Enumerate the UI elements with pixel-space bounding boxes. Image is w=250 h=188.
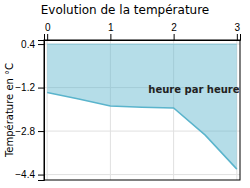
x-tick: 3	[235, 22, 241, 40]
y-tick: 0.4	[21, 39, 44, 50]
y-tick: −2.8	[15, 126, 44, 137]
x-tick: 2	[171, 22, 177, 40]
y-axis-title: Température en °C	[4, 63, 15, 158]
y-tick-mark	[38, 44, 44, 45]
x-tick-label: 2	[171, 22, 177, 33]
chart: 0 1 2 3 0.4 −1.2 −2.8 −4.4 Evolution de la tempé…	[0, 0, 250, 188]
annotation: heure par heure	[148, 84, 239, 95]
x-tick-mark	[237, 34, 238, 40]
y-tick-label: −1.2	[15, 82, 35, 93]
x-axis-line	[45, 34, 241, 41]
x-tick-label: 3	[235, 22, 241, 33]
y-axis: 0.4 −1.2 −2.8 −4.4	[15, 39, 44, 181]
y-tick-label: −2.8	[15, 126, 35, 137]
y-tick-label: −4.4	[15, 169, 35, 180]
x-tick-mark	[47, 34, 48, 40]
grid-line-y	[44, 174, 240, 175]
x-tick: 1	[108, 22, 114, 40]
y-tick-mark	[38, 131, 44, 132]
x-tick: 0	[45, 22, 51, 40]
x-tick-label: 0	[45, 22, 51, 33]
y-tick: −4.4	[15, 169, 44, 180]
plot-frame	[44, 40, 240, 180]
area-top	[47, 44, 237, 45]
x-tick-label: 1	[108, 22, 114, 33]
y-tick-mark	[38, 88, 44, 89]
x-axis: 0 1 2 3	[45, 22, 241, 41]
grid	[44, 40, 240, 180]
y-tick-mark	[38, 175, 44, 176]
title: Evolution de la température	[41, 3, 210, 17]
grid-line-y	[44, 44, 240, 45]
x-tick-mark	[174, 34, 175, 40]
y-tick-label: 0.4	[21, 39, 35, 50]
y-tick: −1.2	[15, 82, 44, 93]
plot-area	[47, 44, 237, 169]
y-axis-line	[38, 41, 45, 181]
area	[47, 44, 237, 169]
line	[47, 92, 237, 169]
x-tick-mark	[110, 34, 111, 40]
